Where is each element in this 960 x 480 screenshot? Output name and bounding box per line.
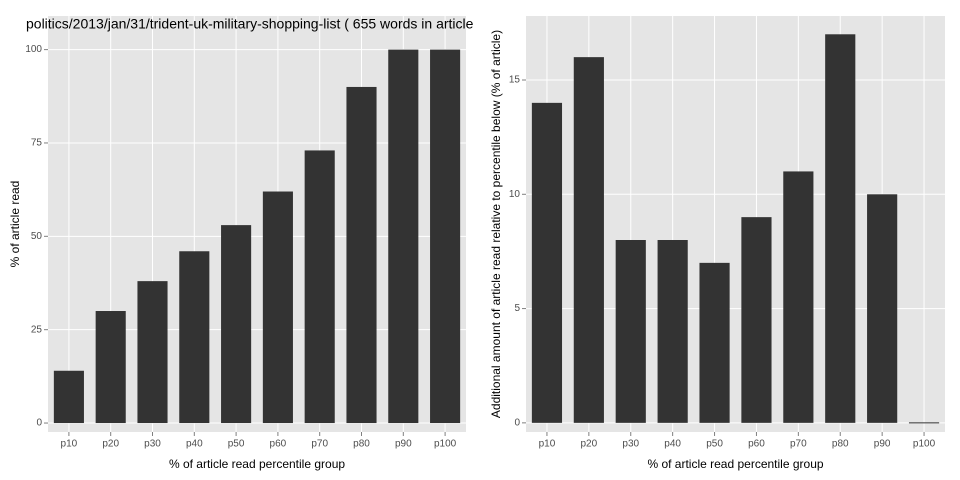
x-tick-label: p90 [874, 439, 891, 450]
y-tick-label: 25 [31, 324, 43, 335]
bar [615, 240, 646, 423]
x-tick-label: p100 [913, 439, 936, 450]
x-tick-label: p80 [832, 439, 849, 450]
y-axis-title: % of article read [8, 181, 22, 268]
bar [430, 49, 461, 424]
x-tick-label: p90 [395, 439, 412, 450]
bar [783, 171, 814, 423]
bar [262, 191, 293, 424]
bar [95, 311, 126, 424]
bar [908, 422, 940, 424]
bar [825, 34, 856, 423]
bar [53, 370, 84, 424]
x-tick-label: p10 [61, 439, 78, 450]
x-tick-label: p80 [353, 439, 370, 450]
y-tick-label: 15 [509, 75, 521, 86]
bar [179, 251, 210, 424]
bar [388, 49, 419, 424]
x-tick-label: p70 [790, 439, 807, 450]
x-tick-label: p30 [622, 439, 639, 450]
x-tick-label: p50 [706, 439, 723, 450]
x-tick-label: p40 [186, 439, 203, 450]
y-tick-label: 0 [514, 417, 520, 428]
y-tick-label: 0 [36, 418, 42, 429]
y-tick-label: 50 [31, 231, 43, 242]
x-tick-label: p30 [144, 439, 161, 450]
bar [741, 217, 772, 423]
x-axis-title: % of article read percentile group [647, 457, 823, 471]
bar [573, 57, 604, 423]
chart-title: politics/2013/jan/31/trident-uk-military… [26, 16, 474, 32]
x-tick-label: p50 [228, 439, 245, 450]
x-tick-label: p70 [311, 439, 328, 450]
x-tick-label: p20 [581, 439, 598, 450]
bar [531, 102, 563, 423]
bar [699, 262, 730, 423]
x-tick-label: p60 [270, 439, 287, 450]
x-axis-title: % of article read percentile group [169, 457, 345, 471]
bar [221, 225, 252, 424]
bar [346, 86, 377, 424]
bar [304, 150, 335, 424]
x-tick-label: p40 [664, 439, 681, 450]
x-tick-label: p60 [748, 439, 765, 450]
y-tick-label: 100 [25, 44, 42, 55]
y-tick-label: 5 [514, 303, 520, 314]
y-tick-label: 75 [31, 138, 43, 149]
bar [867, 194, 898, 423]
x-tick-label: p10 [539, 439, 556, 450]
x-tick-label: p20 [102, 439, 119, 450]
bar [137, 281, 168, 424]
bar [657, 240, 688, 423]
y-tick-label: 10 [509, 189, 521, 200]
x-tick-label: p100 [434, 439, 457, 450]
y-axis-title: Additional amount of article read relati… [489, 30, 503, 418]
